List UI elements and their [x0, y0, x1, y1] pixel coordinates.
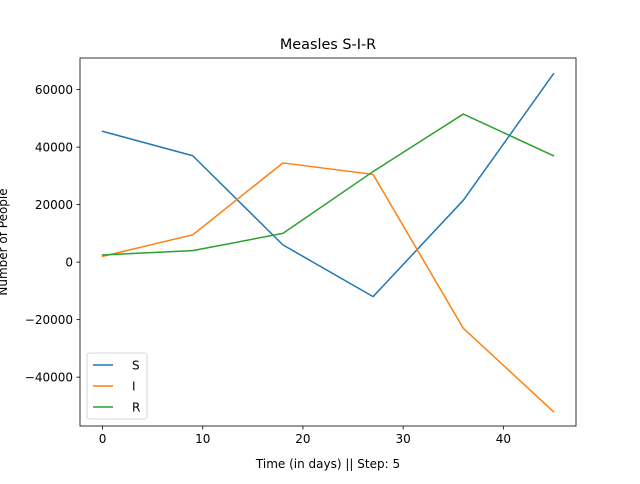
y-tick-label: 60000	[35, 83, 73, 97]
x-axis-label: Time (in days) || Step: 5	[255, 457, 400, 471]
y-axis-label: Number of People	[0, 188, 10, 295]
plot-area: 0 10 20 30 40 −40000 −20000 0 20000 40000 60000 SIR	[25, 57, 577, 446]
x-tick-label: 20	[295, 432, 310, 446]
legend-label-i: I	[132, 380, 136, 394]
x-tick-label: 10	[195, 432, 210, 446]
series-line-s	[101, 72, 555, 298]
series-line-i	[101, 162, 555, 413]
x-tick-label: 30	[396, 432, 411, 446]
y-tick-label: 40000	[35, 141, 73, 155]
series-line-r	[101, 113, 555, 256]
chart-title: Measles S-I-R	[280, 37, 376, 53]
legend-label-s: S	[132, 359, 140, 373]
y-tick-label: 0	[65, 256, 73, 270]
legend-box	[86, 352, 148, 420]
y-tick-label: −20000	[25, 313, 73, 327]
legend-label-r: R	[132, 401, 140, 415]
x-tick-label: 0	[99, 432, 107, 446]
x-tick-label: 40	[496, 432, 511, 446]
axes-frame	[79, 57, 577, 427]
y-tick-label: −40000	[25, 371, 73, 385]
y-tick-label: 20000	[35, 198, 73, 212]
